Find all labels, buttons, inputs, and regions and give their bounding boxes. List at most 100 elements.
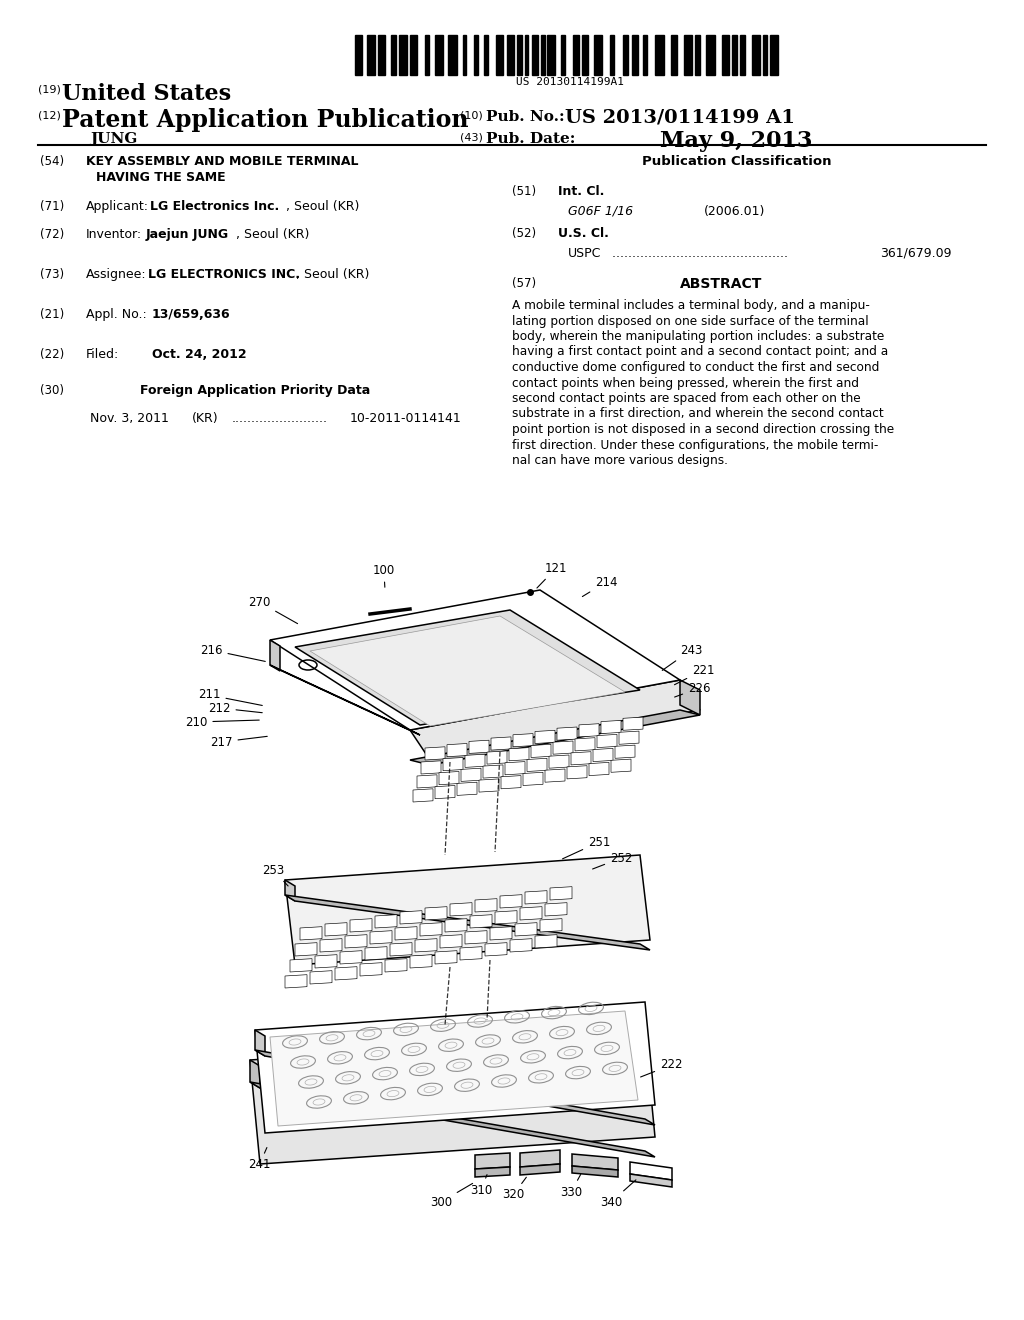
- Bar: [623, 36, 628, 75]
- Text: 214: 214: [583, 576, 617, 597]
- Text: 320: 320: [502, 1177, 526, 1201]
- Polygon shape: [527, 758, 547, 771]
- Polygon shape: [270, 640, 280, 671]
- Text: 226: 226: [675, 681, 711, 697]
- Polygon shape: [290, 958, 312, 972]
- Polygon shape: [545, 903, 567, 916]
- Text: 310: 310: [470, 1175, 493, 1196]
- Text: (51): (51): [512, 185, 537, 198]
- Polygon shape: [515, 923, 537, 936]
- Polygon shape: [417, 775, 437, 788]
- Polygon shape: [447, 743, 467, 756]
- Text: May 9, 2013: May 9, 2013: [660, 129, 812, 152]
- Polygon shape: [597, 734, 617, 747]
- Text: (71): (71): [40, 201, 65, 213]
- Polygon shape: [315, 954, 337, 968]
- Bar: [398, 36, 408, 75]
- Text: conductive dome configured to conduct the first and second: conductive dome configured to conduct th…: [512, 360, 880, 374]
- Text: Filed:: Filed:: [86, 348, 119, 360]
- Polygon shape: [611, 759, 631, 772]
- Text: LG Electronics Inc.: LG Electronics Inc.: [150, 201, 280, 213]
- Text: 210: 210: [185, 715, 259, 729]
- Bar: [541, 36, 545, 75]
- Text: USPC: USPC: [568, 247, 601, 260]
- Text: first direction. Under these configurations, the mobile termi-: first direction. Under these configurati…: [512, 438, 879, 451]
- Bar: [740, 36, 744, 75]
- Text: (30): (30): [40, 384, 63, 397]
- Text: (57): (57): [512, 277, 537, 290]
- Polygon shape: [535, 730, 555, 743]
- Polygon shape: [510, 939, 532, 952]
- Text: (54): (54): [40, 154, 65, 168]
- Polygon shape: [345, 935, 367, 948]
- Polygon shape: [461, 768, 481, 781]
- Polygon shape: [255, 1030, 265, 1056]
- Text: having a first contact point and a second contact point; and a: having a first contact point and a secon…: [512, 346, 888, 359]
- Polygon shape: [285, 895, 650, 950]
- Polygon shape: [435, 785, 455, 799]
- Text: 300: 300: [430, 1184, 473, 1209]
- Bar: [752, 36, 760, 75]
- Polygon shape: [557, 727, 577, 741]
- Text: G06F 1/16: G06F 1/16: [568, 205, 633, 218]
- Text: Pub. No.:: Pub. No.:: [486, 110, 564, 124]
- Polygon shape: [630, 1173, 672, 1187]
- Polygon shape: [445, 919, 467, 932]
- Polygon shape: [295, 610, 640, 725]
- Polygon shape: [460, 946, 482, 960]
- Text: 330: 330: [560, 1175, 582, 1199]
- Polygon shape: [520, 1164, 560, 1175]
- Bar: [368, 36, 375, 75]
- Polygon shape: [425, 907, 447, 920]
- Text: 10-2011-0114141: 10-2011-0114141: [350, 412, 462, 425]
- Polygon shape: [579, 723, 599, 737]
- Bar: [463, 36, 466, 75]
- Text: 216: 216: [200, 644, 265, 661]
- Text: nal can have more various designs.: nal can have more various designs.: [512, 454, 728, 467]
- Text: 121: 121: [537, 561, 567, 587]
- Polygon shape: [370, 931, 392, 944]
- Text: (43): (43): [460, 132, 483, 143]
- Text: 100: 100: [373, 564, 395, 587]
- Polygon shape: [413, 789, 433, 803]
- Bar: [525, 36, 528, 75]
- Polygon shape: [475, 1152, 510, 1170]
- Bar: [582, 36, 588, 75]
- Polygon shape: [400, 911, 422, 924]
- Text: Assignee:: Assignee:: [86, 268, 146, 281]
- Polygon shape: [475, 899, 497, 912]
- Polygon shape: [520, 907, 542, 920]
- Polygon shape: [531, 744, 551, 758]
- Polygon shape: [390, 942, 412, 956]
- Bar: [707, 36, 715, 75]
- Polygon shape: [350, 919, 372, 932]
- Bar: [496, 36, 504, 75]
- Polygon shape: [615, 744, 635, 758]
- Text: 212: 212: [208, 701, 262, 714]
- Bar: [655, 36, 664, 75]
- Text: Jaejun JUNG: Jaejun JUNG: [146, 228, 229, 242]
- Text: (12): (12): [38, 110, 60, 120]
- Bar: [425, 36, 429, 75]
- Text: (KR): (KR): [193, 412, 219, 425]
- Bar: [410, 36, 418, 75]
- Polygon shape: [540, 919, 562, 932]
- Bar: [694, 36, 699, 75]
- Polygon shape: [589, 763, 609, 776]
- Text: lating portion disposed on one side surface of the terminal: lating portion disposed on one side surf…: [512, 314, 868, 327]
- Polygon shape: [310, 970, 332, 983]
- Bar: [449, 36, 457, 75]
- Polygon shape: [470, 915, 492, 928]
- Polygon shape: [487, 751, 507, 764]
- Text: (10): (10): [460, 110, 482, 120]
- Text: United States: United States: [62, 83, 231, 106]
- Bar: [483, 36, 487, 75]
- Text: HAVING THE SAME: HAVING THE SAME: [96, 172, 225, 183]
- Bar: [595, 36, 602, 75]
- Bar: [632, 36, 638, 75]
- Polygon shape: [295, 942, 317, 956]
- Bar: [643, 36, 647, 75]
- Polygon shape: [300, 927, 322, 940]
- Polygon shape: [571, 751, 591, 764]
- Text: point portion is not disposed in a second direction crossing the: point portion is not disposed in a secon…: [512, 422, 894, 436]
